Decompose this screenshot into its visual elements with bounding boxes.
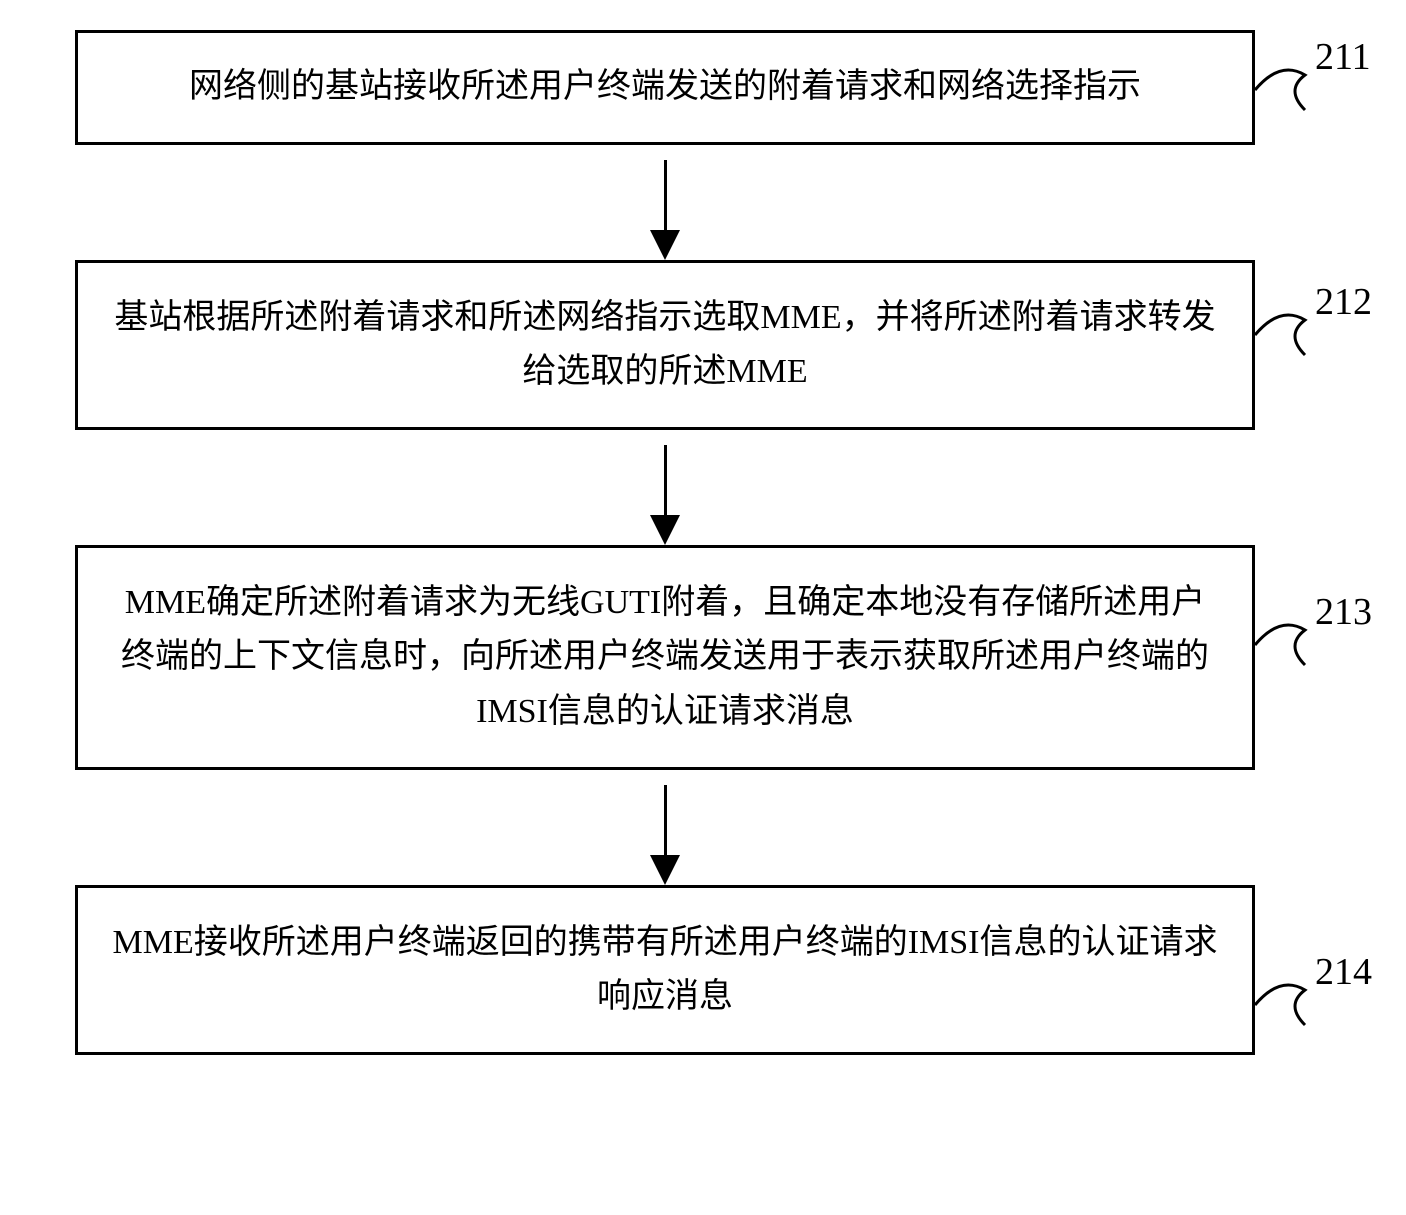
step-box-2: 基站根据所述附着请求和所述网络指示选取MME，并将所述附着请求转发给选取的所述M… [75, 260, 1255, 430]
arrow-1 [75, 145, 1255, 260]
connector-svg-3 [1255, 610, 1315, 680]
arrow-3 [75, 770, 1255, 885]
connector-svg-2 [1255, 300, 1315, 370]
step-box-1: 网络侧的基站接收所述用户终端发送的附着请求和网络选择指示 [75, 30, 1255, 145]
step-text-1: 网络侧的基站接收所述用户终端发送的附着请求和网络选择指示 [189, 60, 1141, 114]
flowchart-container: 网络侧的基站接收所述用户终端发送的附着请求和网络选择指示 基站根据所述附着请求和… [75, 30, 1335, 1055]
step-text-3: MME确定所述附着请求为无线GUTI附着，且确定本地没有存储所述用户终端的上下文… [108, 576, 1222, 739]
step-box-3: MME确定所述附着请求为无线GUTI附着，且确定本地没有存储所述用户终端的上下文… [75, 545, 1255, 770]
label-3: 213 [1315, 590, 1372, 634]
connector-svg-4 [1255, 970, 1315, 1040]
arrow-head-1 [650, 230, 680, 260]
step-text-4: MME接收所述用户终端返回的携带有所述用户终端的IMSI信息的认证请求响应消息 [108, 916, 1222, 1025]
arrow-head-2 [650, 515, 680, 545]
label-1: 211 [1315, 35, 1371, 79]
step-box-4: MME接收所述用户终端返回的携带有所述用户终端的IMSI信息的认证请求响应消息 [75, 885, 1255, 1055]
connector-1 [1255, 55, 1315, 125]
label-4: 214 [1315, 950, 1372, 994]
connector-2 [1255, 300, 1315, 370]
step-text-2: 基站根据所述附着请求和所述网络指示选取MME，并将所述附着请求转发给选取的所述M… [108, 291, 1222, 400]
connector-3 [1255, 610, 1315, 680]
arrow-2 [75, 430, 1255, 545]
connector-4 [1255, 970, 1315, 1040]
connector-svg-1 [1255, 55, 1315, 125]
arrow-head-3 [650, 855, 680, 885]
label-2: 212 [1315, 280, 1372, 324]
